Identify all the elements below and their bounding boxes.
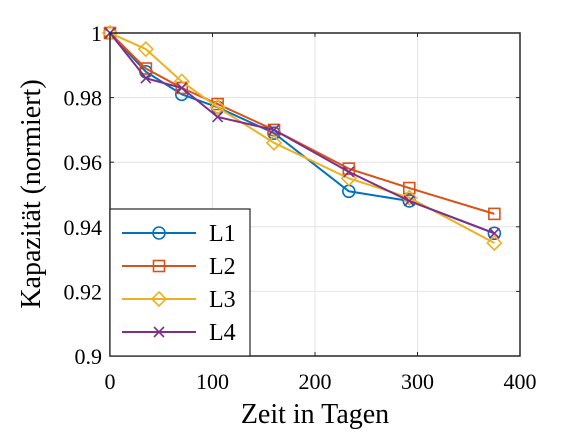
x-tick-label: 100 xyxy=(196,369,229,394)
y-tick-label: 0.96 xyxy=(64,150,103,175)
legend-marker xyxy=(150,290,168,308)
data-point-l3 xyxy=(137,41,155,58)
y-axis-label: Kapazität (normiert) xyxy=(16,79,47,308)
series-line-l3 xyxy=(109,32,495,244)
data-point-l2 xyxy=(402,181,416,195)
x-tick-label: 200 xyxy=(299,369,332,394)
legend-item-l4: L4 xyxy=(122,320,236,346)
legend-item-l1: L1 xyxy=(122,221,236,247)
series-line-l4 xyxy=(109,32,495,235)
legend-marker xyxy=(152,259,166,273)
tick-labels: 0 100 200 300 400 0.9 0.92 0.94 0.96 0.98 1 xyxy=(64,21,537,394)
legend-item-l2: L2 xyxy=(122,254,236,280)
legend-label: L2 xyxy=(209,254,236,280)
data-point-l2 xyxy=(139,62,153,75)
legend: L1 L2 L3 L4 xyxy=(109,208,251,357)
data-point-l1 xyxy=(487,226,502,241)
data-point-l2 xyxy=(488,207,501,221)
data-point-l3 xyxy=(486,234,503,252)
data-point-l4 xyxy=(176,82,188,94)
y-tick-label: 0.98 xyxy=(64,86,103,111)
x-tick-label: 400 xyxy=(504,369,537,394)
y-tick-label: 0.9 xyxy=(75,344,103,369)
data-point-l3 xyxy=(209,99,226,116)
y-tick-label: 0.92 xyxy=(64,279,103,304)
series-line-l1 xyxy=(109,32,495,235)
y-tick-label: 1 xyxy=(91,21,102,46)
y-tick-label: 0.94 xyxy=(64,215,103,240)
x-tick-label: 0 xyxy=(105,369,116,394)
legend-item-l3: L3 xyxy=(122,287,236,313)
legend-label: L4 xyxy=(209,320,236,346)
legend-label: L3 xyxy=(209,287,236,313)
legend-marker xyxy=(152,226,166,240)
legend-marker xyxy=(153,326,165,338)
data-point-l4 xyxy=(268,124,280,136)
data-point-l4 xyxy=(212,111,224,123)
data-point-l3 xyxy=(401,189,418,206)
legend-label: L1 xyxy=(209,221,236,247)
data-point-l4 xyxy=(403,195,415,207)
data-point-l4 xyxy=(488,227,500,239)
x-axis-label: Zeit in Tagen xyxy=(241,399,389,430)
series-layer xyxy=(101,24,503,252)
data-point-l3 xyxy=(265,134,283,151)
x-tick-label: 300 xyxy=(401,369,434,394)
data-point-l4 xyxy=(343,166,355,178)
series-l3 xyxy=(101,24,503,252)
data-point-l4 xyxy=(140,72,152,84)
